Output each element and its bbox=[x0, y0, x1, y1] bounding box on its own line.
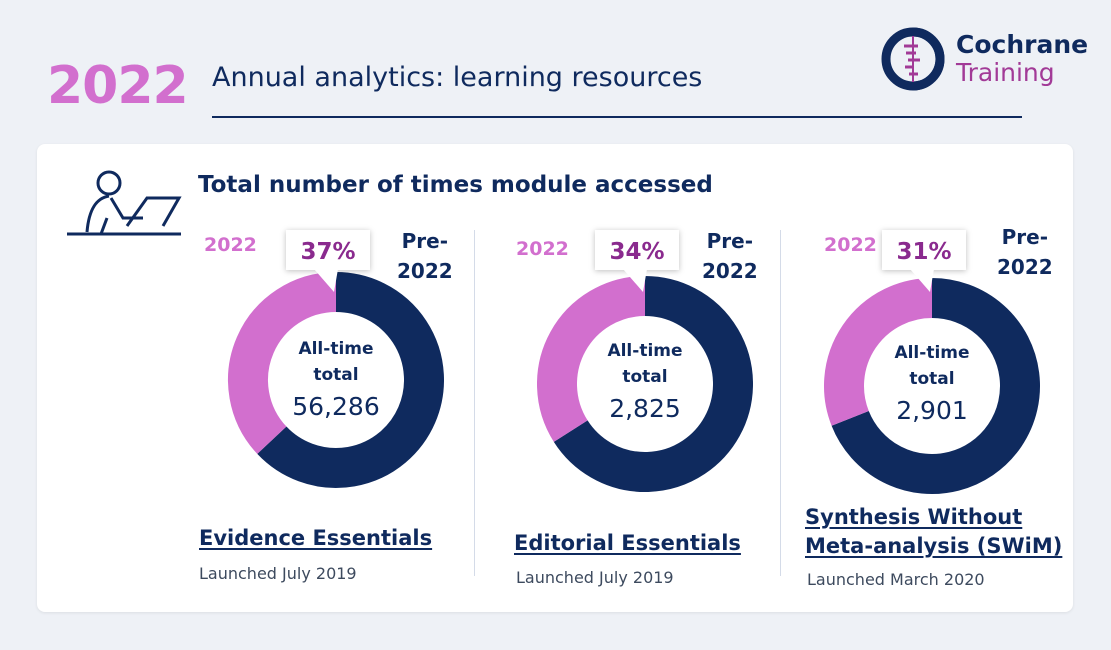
report-year: 2022 bbox=[47, 56, 189, 116]
cochrane-training-logo[interactable]: Cochrane Training bbox=[880, 26, 1088, 92]
logo-text-cochrane: Cochrane bbox=[956, 30, 1089, 59]
center-total-value: 2,901 bbox=[896, 396, 968, 425]
donut-center: All-time total 56,286 bbox=[261, 336, 411, 424]
donut-slice-2022 bbox=[228, 272, 337, 454]
pre-label-line2: 2022 bbox=[397, 259, 453, 283]
module-launch-date: Launched July 2019 bbox=[516, 568, 674, 587]
center-label-line2: total bbox=[909, 369, 955, 389]
center-label-line2: total bbox=[622, 367, 668, 387]
module-title-line1: Synthesis Without bbox=[805, 505, 1023, 529]
donut-chart: 37% bbox=[228, 230, 444, 488]
module-link-evidence-essentials[interactable]: Evidence Essentials bbox=[199, 526, 433, 550]
callout-percent-label: 37% bbox=[300, 239, 355, 265]
center-label-line2: total bbox=[313, 365, 359, 385]
legend-label-2022: 2022 bbox=[824, 234, 877, 256]
percent-callout: 37% bbox=[286, 230, 370, 292]
analytics-card: Total number of times module accessed 37… bbox=[37, 144, 1073, 612]
donut-panel-editorial-essentials: 34% 2022 Pre- 2022 All-time total 2,825 … bbox=[514, 218, 816, 598]
page-title: Annual analytics: learning resources bbox=[212, 62, 703, 93]
donut-chart: 31% bbox=[824, 230, 1040, 494]
donut-slice-pre-2022 bbox=[553, 276, 753, 492]
module-title-line2: Meta-analysis (SWiM) bbox=[805, 534, 1063, 558]
center-total-value: 2,825 bbox=[609, 394, 681, 423]
donut-chart: 34% bbox=[537, 230, 753, 492]
callout-box bbox=[595, 230, 679, 270]
logo-text-training: Training bbox=[956, 58, 1055, 87]
donut-center: All-time total 2,825 bbox=[570, 338, 720, 426]
column-divider bbox=[780, 230, 781, 576]
person-at-laptop-icon bbox=[67, 166, 183, 244]
pre-label-line1: Pre- bbox=[401, 229, 449, 253]
callout-pointer bbox=[910, 269, 934, 292]
donut-panel-swim: 31% 2022 Pre- 2022 All-time total 2,901 … bbox=[803, 218, 1103, 598]
legend-label-2022: 2022 bbox=[516, 238, 569, 260]
module-link-editorial-essentials[interactable]: Editorial Essentials bbox=[514, 531, 741, 555]
center-total-value: 56,286 bbox=[292, 392, 380, 421]
donut-panel-evidence-essentials: 37% 2022 Pre- 2022 All-time total 56,286… bbox=[199, 218, 501, 598]
module-link-swim[interactable]: Synthesis Without Meta-analysis (SWiM) bbox=[805, 503, 1062, 561]
legend-label-2022: 2022 bbox=[204, 234, 257, 256]
pre-label-line1: Pre- bbox=[1001, 225, 1049, 249]
callout-percent-label: 34% bbox=[609, 239, 664, 265]
cochrane-logo-icon bbox=[881, 27, 945, 91]
callout-box bbox=[882, 230, 966, 270]
center-label-line1: All-time bbox=[607, 341, 683, 361]
donut-center: All-time total 2,901 bbox=[857, 340, 1007, 428]
percent-callout: 31% bbox=[882, 230, 966, 292]
module-launch-date: Launched July 2019 bbox=[199, 564, 357, 583]
donut-slice-2022 bbox=[824, 278, 933, 426]
card-heading: Total number of times module accessed bbox=[198, 172, 713, 198]
legend-label-pre-2022: Pre- 2022 bbox=[397, 226, 453, 286]
donut-slice-pre-2022 bbox=[257, 272, 444, 488]
pre-label-line2: 2022 bbox=[702, 259, 758, 283]
percent-callout: 34% bbox=[595, 230, 679, 292]
center-label-line1: All-time bbox=[298, 339, 374, 359]
module-launch-date: Launched March 2020 bbox=[807, 570, 985, 589]
column-divider bbox=[474, 230, 475, 576]
callout-box bbox=[286, 230, 370, 270]
pre-label-line2: 2022 bbox=[997, 255, 1053, 279]
callout-percent-label: 31% bbox=[896, 239, 951, 265]
donut-slice-pre-2022 bbox=[831, 278, 1040, 494]
callout-pointer bbox=[314, 269, 338, 292]
title-underline bbox=[212, 116, 1022, 118]
callout-pointer bbox=[623, 269, 647, 292]
donut-slice-2022 bbox=[537, 276, 646, 442]
legend-label-pre-2022: Pre- 2022 bbox=[997, 222, 1053, 282]
pre-label-line1: Pre- bbox=[706, 229, 754, 253]
center-label-line1: All-time bbox=[894, 343, 970, 363]
legend-label-pre-2022: Pre- 2022 bbox=[702, 226, 758, 286]
